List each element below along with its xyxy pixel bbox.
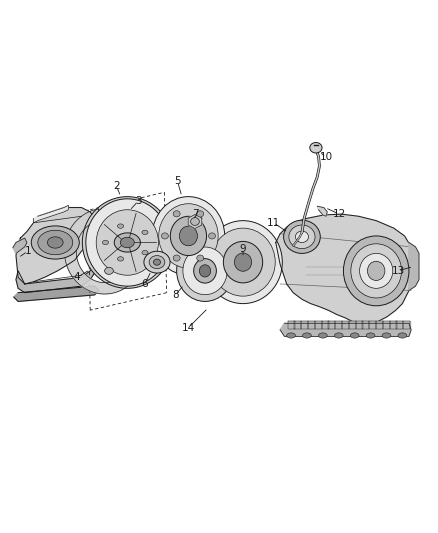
Polygon shape xyxy=(16,207,95,284)
Polygon shape xyxy=(383,321,390,329)
Ellipse shape xyxy=(211,228,275,296)
Text: 11: 11 xyxy=(267,218,280,228)
Ellipse shape xyxy=(284,220,320,253)
Polygon shape xyxy=(369,321,376,329)
Ellipse shape xyxy=(142,251,148,255)
Text: 3: 3 xyxy=(135,196,141,206)
Ellipse shape xyxy=(382,333,391,338)
Ellipse shape xyxy=(183,247,227,295)
Ellipse shape xyxy=(159,204,218,268)
Text: 13: 13 xyxy=(392,266,405,276)
Polygon shape xyxy=(280,323,411,336)
Ellipse shape xyxy=(208,233,215,239)
Polygon shape xyxy=(328,321,336,329)
Polygon shape xyxy=(64,209,145,294)
Polygon shape xyxy=(362,321,369,329)
Text: 12: 12 xyxy=(332,209,346,219)
Text: 5: 5 xyxy=(174,176,181,187)
Polygon shape xyxy=(301,321,308,329)
Ellipse shape xyxy=(204,221,283,304)
Ellipse shape xyxy=(96,210,159,275)
Ellipse shape xyxy=(38,230,73,255)
Ellipse shape xyxy=(310,142,322,153)
Polygon shape xyxy=(276,214,413,324)
Polygon shape xyxy=(376,321,383,329)
Ellipse shape xyxy=(105,268,113,274)
Ellipse shape xyxy=(170,216,207,256)
Polygon shape xyxy=(315,321,322,329)
Text: 10: 10 xyxy=(319,152,332,163)
Polygon shape xyxy=(356,321,363,329)
Polygon shape xyxy=(14,286,99,302)
Text: 9: 9 xyxy=(240,244,246,254)
Ellipse shape xyxy=(161,233,168,239)
Ellipse shape xyxy=(334,333,343,338)
Polygon shape xyxy=(409,243,419,290)
Polygon shape xyxy=(33,205,68,223)
Ellipse shape xyxy=(117,257,124,261)
Ellipse shape xyxy=(114,233,141,252)
Ellipse shape xyxy=(153,259,160,265)
Polygon shape xyxy=(349,321,356,329)
Text: 8: 8 xyxy=(172,290,179,300)
Ellipse shape xyxy=(199,265,211,277)
Ellipse shape xyxy=(191,217,199,225)
Ellipse shape xyxy=(197,211,204,217)
Polygon shape xyxy=(335,321,342,329)
Polygon shape xyxy=(288,321,294,329)
Ellipse shape xyxy=(86,199,169,286)
Text: 14: 14 xyxy=(182,322,195,333)
Ellipse shape xyxy=(343,236,409,306)
Ellipse shape xyxy=(149,256,165,269)
Text: 6: 6 xyxy=(141,279,148,289)
Polygon shape xyxy=(403,321,410,329)
Polygon shape xyxy=(396,321,403,329)
Ellipse shape xyxy=(350,333,359,338)
Polygon shape xyxy=(16,264,95,293)
Ellipse shape xyxy=(360,253,393,288)
Ellipse shape xyxy=(366,333,375,338)
Ellipse shape xyxy=(318,333,327,338)
Ellipse shape xyxy=(120,237,134,248)
Polygon shape xyxy=(321,321,328,329)
Polygon shape xyxy=(342,321,349,329)
Ellipse shape xyxy=(351,244,402,298)
Ellipse shape xyxy=(197,255,204,261)
Ellipse shape xyxy=(31,226,79,259)
Text: 1: 1 xyxy=(25,246,31,256)
Polygon shape xyxy=(317,206,327,216)
Ellipse shape xyxy=(47,237,63,248)
Ellipse shape xyxy=(117,224,124,228)
Text: 7: 7 xyxy=(192,209,198,219)
Text: 2: 2 xyxy=(113,181,120,191)
Ellipse shape xyxy=(144,251,170,273)
Text: 4: 4 xyxy=(74,272,81,282)
Ellipse shape xyxy=(223,241,263,283)
Ellipse shape xyxy=(295,231,308,243)
Polygon shape xyxy=(13,238,27,253)
Ellipse shape xyxy=(303,333,311,338)
Ellipse shape xyxy=(142,230,148,235)
Ellipse shape xyxy=(173,255,180,261)
Ellipse shape xyxy=(194,259,216,283)
Polygon shape xyxy=(308,321,315,329)
Ellipse shape xyxy=(367,261,385,280)
Ellipse shape xyxy=(287,333,295,338)
Ellipse shape xyxy=(82,197,172,288)
Ellipse shape xyxy=(102,240,109,245)
Polygon shape xyxy=(294,321,301,329)
Ellipse shape xyxy=(289,225,315,248)
Ellipse shape xyxy=(180,226,198,246)
Ellipse shape xyxy=(177,240,233,302)
Ellipse shape xyxy=(234,253,252,271)
Polygon shape xyxy=(188,215,202,229)
Ellipse shape xyxy=(152,197,225,275)
Ellipse shape xyxy=(398,333,407,338)
Polygon shape xyxy=(390,321,397,329)
Ellipse shape xyxy=(173,211,180,217)
